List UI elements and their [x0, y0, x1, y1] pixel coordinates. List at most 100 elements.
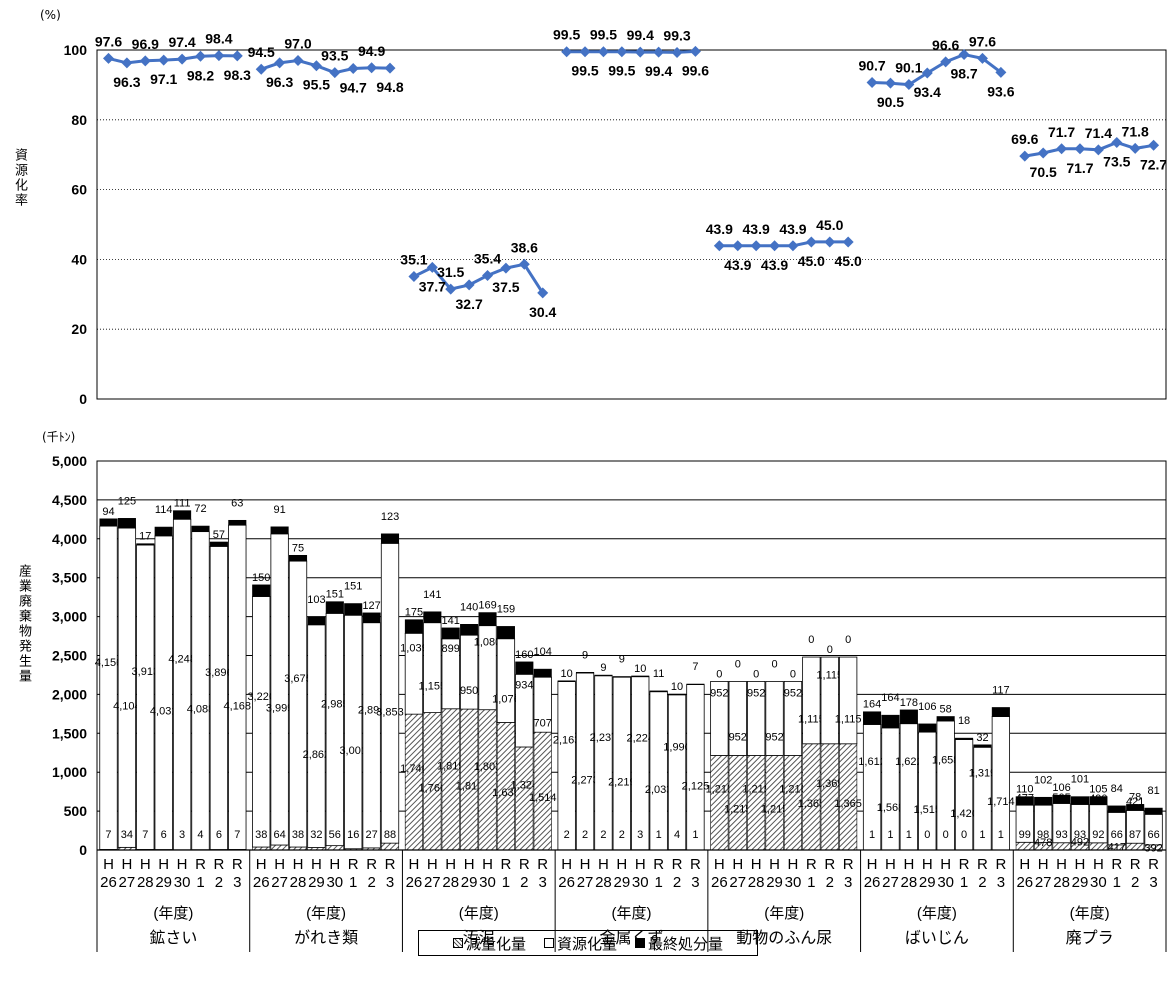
data-label: 99.4 — [627, 27, 654, 43]
xtick-year-label: 30 — [326, 874, 343, 891]
data-label: 98.7 — [950, 66, 977, 82]
data-point — [653, 46, 665, 58]
bar-segment-recycled — [710, 681, 729, 756]
data-label-final: 0 — [845, 634, 851, 646]
data-label-final: 10 — [634, 663, 646, 675]
data-point — [384, 62, 396, 74]
bar-segment-recycled — [325, 613, 344, 847]
data-label-reduction: 92 — [1092, 829, 1104, 841]
data-label-final: 164 — [881, 692, 899, 704]
xtick-era-label: H — [867, 856, 878, 873]
xtick-year-label: 29 — [461, 874, 478, 891]
data-label: 31.5 — [437, 264, 464, 280]
data-label-reduction: 1,215 — [724, 804, 752, 816]
data-label: 99.5 — [608, 63, 635, 79]
data-label-reduction: 1,746 — [400, 763, 428, 775]
data-label-final: 94 — [102, 506, 114, 518]
bar-segment-final — [362, 612, 381, 624]
xtick-year-label: 28 — [290, 874, 307, 891]
xlabel-year-unit: (年度) — [917, 905, 957, 922]
data-label-recycled: 2,237 — [590, 732, 618, 744]
xtick-year-label: 30 — [174, 874, 191, 891]
xtick-era-label: H — [598, 856, 609, 873]
data-label-recycled: 392 — [1144, 843, 1162, 855]
xtick-era-label: R — [519, 856, 530, 873]
data-label-reduction: 56 — [329, 829, 341, 841]
data-point — [329, 67, 341, 79]
xtick-year-label: 30 — [632, 874, 649, 891]
bar-segment-reduction — [765, 755, 784, 851]
data-label: 94.7 — [340, 79, 367, 95]
data-label-reduction: 1,215 — [742, 784, 770, 796]
data-point — [445, 283, 457, 295]
bar-ytick-label: 0 — [79, 842, 87, 858]
data-point — [1019, 150, 1031, 162]
bar-segment-reduction — [460, 708, 479, 851]
data-label-recycled: 1,420 — [950, 808, 978, 820]
data-label-reduction: 32 — [310, 829, 322, 841]
xtick-era-label: R — [843, 856, 854, 873]
xtick-era-label: R — [977, 856, 988, 873]
xtick-era-label: R — [690, 856, 701, 873]
data-label: 97.0 — [284, 35, 311, 51]
data-label: 93.6 — [987, 83, 1014, 99]
data-point — [482, 269, 494, 281]
xtick-year-label: 27 — [424, 874, 441, 891]
bar-segment-final — [991, 707, 1010, 717]
data-label-recycled: 3,853 — [376, 706, 404, 718]
xtick-era-label: H — [1056, 856, 1067, 873]
data-point — [671, 46, 683, 58]
bar-segment-final — [863, 711, 882, 725]
line-chart-ylabel: 資源化率 — [12, 148, 27, 208]
xtick-era-label: R — [806, 856, 817, 873]
data-label-reduction: 7 — [142, 829, 148, 841]
xtick-era-label: H — [1075, 856, 1086, 873]
data-point — [274, 57, 286, 69]
data-label-final: 141 — [442, 615, 460, 627]
bar-segment-recycled — [252, 596, 271, 848]
bar-segment-final — [576, 672, 595, 674]
data-point — [1037, 147, 1049, 159]
data-label: 37.7 — [419, 278, 446, 294]
data-label-reduction: 7 — [234, 829, 240, 841]
bar-segment-final — [270, 526, 289, 535]
xtick-year-label: 2 — [367, 874, 375, 891]
legend-label-recycled: 資源化量 — [556, 934, 617, 953]
data-label: 93.4 — [914, 84, 941, 100]
category-label: 廃プラ — [1066, 929, 1114, 947]
bar-segment-final — [154, 526, 173, 537]
data-label-reduction: 1,766 — [419, 782, 447, 794]
bar-segment-recycled — [288, 560, 308, 848]
data-label-recycled: 4,104 — [113, 701, 141, 713]
bar-segment-final — [117, 518, 136, 529]
data-label-recycled: 952 — [710, 687, 728, 699]
data-label-reduction: 1,514 — [529, 792, 557, 804]
bar-segment-final — [533, 668, 552, 678]
xtick-era-label: R — [537, 856, 548, 873]
data-label-final: 11 — [653, 668, 664, 680]
data-point — [713, 240, 725, 252]
legend-label-final: 最終処分量 — [648, 934, 724, 953]
xlabel-year-unit: (年度) — [612, 905, 652, 922]
xtick-era-label: R — [385, 856, 396, 873]
data-label-final: 63 — [231, 497, 243, 509]
xtick-year-label: 26 — [711, 874, 728, 891]
bar-segment-final — [228, 519, 247, 526]
data-label: 70.5 — [1030, 164, 1057, 180]
xtick-year-label: 1 — [502, 874, 510, 891]
data-label: 73.5 — [1103, 153, 1130, 169]
bar-segment-final — [955, 737, 974, 740]
xtick-era-label: H — [103, 856, 114, 873]
data-label-final: 140 — [460, 601, 478, 613]
data-label-reduction: 0 — [961, 829, 967, 841]
xtick-era-label: R — [1130, 856, 1141, 873]
xtick-era-label: H — [885, 856, 896, 873]
data-label-reduction: 1,811 — [456, 781, 483, 793]
data-label-final: 10 — [671, 681, 683, 693]
bar-segment-recycled — [270, 533, 289, 846]
category-label: がれき類 — [294, 929, 358, 947]
data-label: 38.6 — [511, 239, 538, 255]
data-point — [958, 49, 970, 61]
bar-segment-final — [344, 603, 363, 616]
bar-segment-recycled — [172, 518, 192, 851]
